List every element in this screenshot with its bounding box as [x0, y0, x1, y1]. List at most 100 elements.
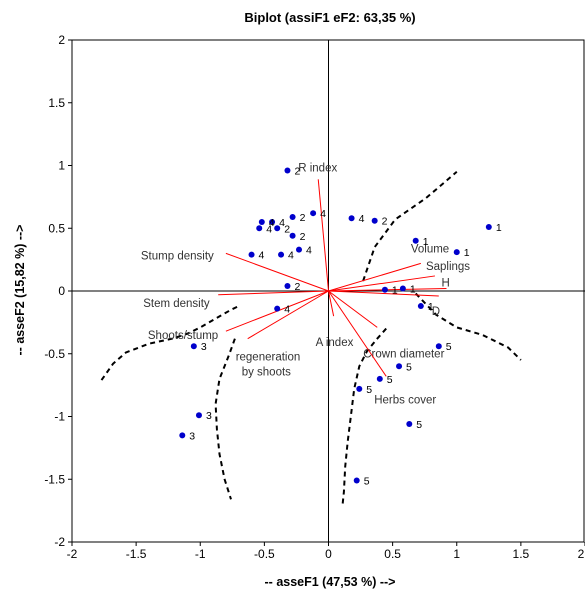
observation-label: 4 — [259, 250, 265, 262]
observation-point — [190, 343, 197, 350]
observation-point — [353, 477, 360, 484]
observation-label: 5 — [446, 341, 452, 353]
variable-vector — [328, 290, 439, 297]
variable-label: regeneration by shoots — [236, 352, 301, 379]
variable-label-line: Crown diameter — [363, 348, 444, 360]
x-tick-label: 1 — [453, 547, 460, 561]
observation-label: 4 — [306, 245, 312, 257]
variable-vector — [247, 290, 329, 340]
group-boundary — [100, 305, 240, 381]
variable-label-line: A index — [316, 337, 354, 349]
group-boundary — [214, 338, 236, 500]
x-tick-label: 0 — [325, 547, 332, 561]
x-tick-label: 1.5 — [513, 547, 530, 561]
observation-point — [381, 286, 388, 293]
observation-point — [396, 363, 403, 370]
variable-vector — [328, 275, 436, 292]
variable-label-line: H — [441, 277, 449, 289]
observation-point — [278, 251, 285, 258]
observation-point — [258, 218, 265, 225]
observation-label: 1 — [428, 301, 434, 313]
observation-point — [348, 215, 355, 222]
observation-point — [256, 225, 263, 232]
x-tick-label: 2 — [578, 547, 585, 561]
x-tick-label: 0.5 — [384, 547, 401, 561]
observation-point — [284, 167, 291, 174]
variable-vector — [328, 290, 378, 328]
observation-label: 4 — [269, 217, 275, 229]
observation-label: 5 — [364, 476, 370, 488]
x-tick-label: -0.5 — [254, 547, 275, 561]
observation-label: 4 — [288, 250, 294, 262]
observation-label: 5 — [406, 361, 412, 373]
observation-label: 4 — [320, 208, 326, 220]
observation-point — [248, 251, 255, 258]
observation-label: 3 — [201, 341, 207, 353]
observation-label: 5 — [366, 384, 372, 396]
y-axis-title: -- asseF2 (15,82 %) --> — [13, 225, 27, 356]
observation-point — [376, 375, 383, 382]
y-tick-label: -1 — [54, 410, 65, 424]
variable-label: Stump density — [141, 250, 214, 262]
observation-point — [399, 285, 406, 292]
variable-label: A index — [316, 337, 354, 349]
observation-label: 4 — [359, 213, 365, 225]
observation-label: 2 — [382, 216, 388, 228]
variable-label: Volume — [411, 243, 449, 255]
variable-vector — [328, 262, 421, 292]
variable-label-line: Herbs cover — [374, 394, 436, 406]
variable-label: Herbs cover — [374, 394, 436, 406]
observation-point — [269, 218, 276, 225]
x-axis-title: -- asseF1 (47,53 %) --> — [265, 575, 396, 589]
y-tick-label: -2 — [54, 535, 65, 549]
observation-label: 1 — [410, 283, 416, 295]
observation-label: 5 — [416, 419, 422, 431]
variable-label-line: Saplings — [426, 261, 470, 273]
observation-point — [412, 237, 419, 244]
variable-vector — [218, 290, 329, 296]
observation-point — [406, 421, 413, 428]
observation-label: 1 — [464, 247, 470, 259]
observation-label: 1 — [423, 236, 429, 248]
observation-label: 4 — [279, 217, 285, 229]
observation-label: 4 — [284, 304, 290, 316]
y-tick-label: 0.5 — [48, 221, 65, 235]
variable-vector — [225, 252, 329, 292]
group-boundary — [341, 327, 387, 505]
observation-label: 2 — [284, 223, 290, 235]
variable-vector — [317, 179, 329, 292]
variable-label: Stem density — [143, 298, 210, 310]
observation-point — [310, 210, 317, 217]
observation-point — [274, 305, 281, 312]
variable-label-line: Stem density — [143, 298, 210, 310]
variable-vector — [328, 290, 335, 317]
tick-labels: -2 -1.5 -1 -0.5 0 0.5 1 1.5 2 -2 -1.5 -1 -0.5 0 0.5 1 1.… — [44, 33, 585, 561]
observation-label: 1 — [496, 222, 502, 234]
observation-point — [453, 249, 460, 256]
observation-label: 2 — [300, 212, 306, 224]
observation-label: 4 — [266, 223, 272, 235]
observation-point — [195, 412, 202, 419]
variable-vectors: R index Stump density Stem density Shoots/s… — [141, 162, 470, 406]
variable-label: H — [441, 277, 449, 289]
observation-point — [296, 246, 303, 253]
x-tick-label: -1.5 — [126, 547, 147, 561]
observation-label: 3 — [206, 410, 212, 422]
variable-label: Shoots/stump — [148, 330, 218, 342]
observation-label: 2 — [300, 231, 306, 243]
observation-label: 5 — [387, 374, 393, 386]
observation-point — [371, 217, 378, 224]
observation-point — [284, 282, 291, 289]
chart-title: Biplot (assiF1 eF2: 63,35 %) — [244, 10, 415, 25]
group-boundaries — [100, 171, 522, 505]
variable-label: D — [432, 306, 440, 318]
y-tick-label: 1.5 — [48, 96, 65, 110]
observation-label: 3 — [189, 430, 195, 442]
x-tick-label: -1 — [195, 547, 206, 561]
group-boundary — [414, 292, 522, 361]
observation-point — [274, 225, 281, 232]
variable-label-line: R index — [298, 162, 337, 174]
variable-label-line: regeneration — [236, 352, 301, 364]
